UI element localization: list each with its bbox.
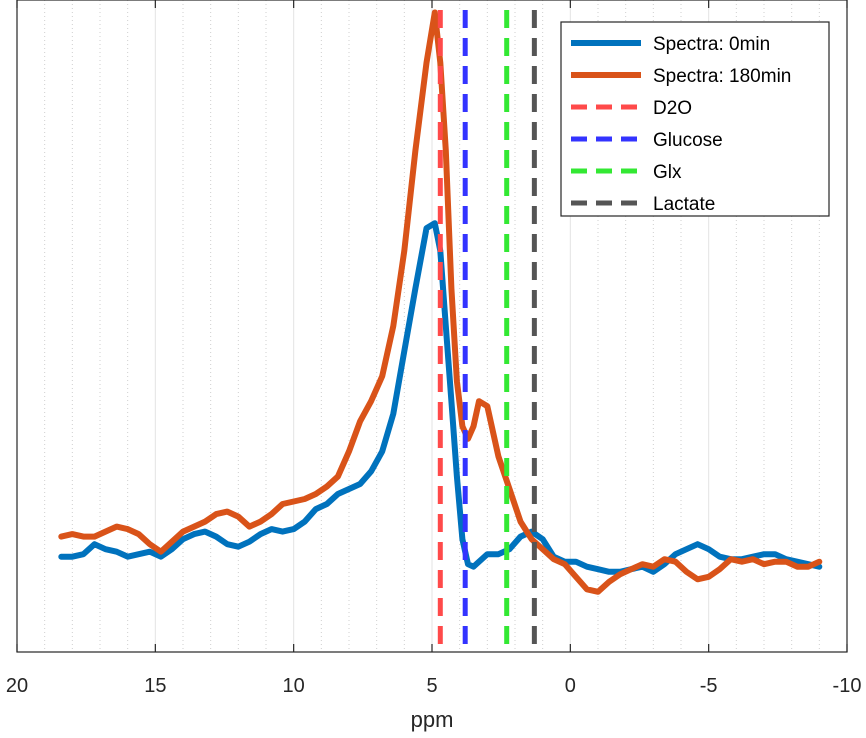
legend-label: Spectra: 0min xyxy=(653,34,770,55)
x-axis-label: ppm xyxy=(411,707,454,732)
legend-label: D2O xyxy=(653,98,692,119)
x-tick-label: -10 xyxy=(833,675,862,697)
x-tick-label: 0 xyxy=(565,675,576,697)
legend-label: Glucose xyxy=(653,130,723,151)
legend-label: Spectra: 180min xyxy=(653,66,791,87)
x-tick-label: -5 xyxy=(700,675,718,697)
legend-label: Glx xyxy=(653,162,682,183)
x-axis-ticks: 20 15 10 5 0 -5 -10 xyxy=(6,0,862,697)
series-line-spectra-180min xyxy=(58,9,823,595)
x-tick-label: 5 xyxy=(426,675,437,697)
x-tick-label: 20 xyxy=(6,675,28,697)
reference-lines-layer xyxy=(437,10,537,652)
series-layer xyxy=(58,9,823,595)
series-line-spectra-0min xyxy=(58,220,823,575)
x-tick-label: 10 xyxy=(283,675,305,697)
legend-label: Lactate xyxy=(653,194,715,215)
x-tick-label: 15 xyxy=(144,675,166,697)
legend-box xyxy=(560,21,830,217)
legend: Spectra: 0min Spectra: 180min D2O Glucose Gl… xyxy=(560,21,830,217)
